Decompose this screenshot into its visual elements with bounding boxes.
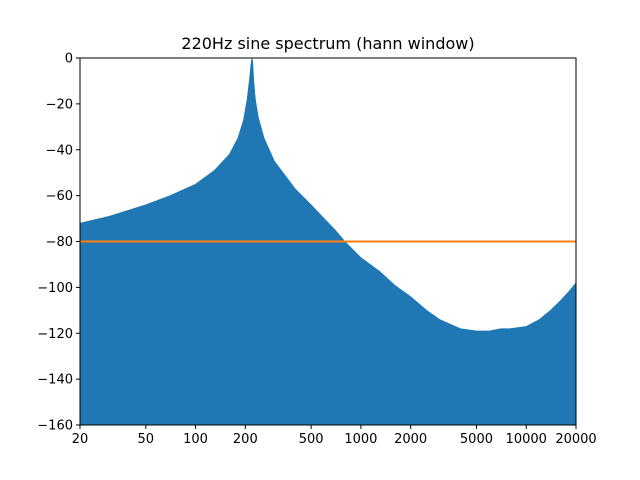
y-tick-label: −120 bbox=[37, 327, 73, 342]
y-tick-label: −100 bbox=[37, 281, 73, 296]
y-tick-label: −40 bbox=[46, 143, 73, 158]
x-tick-label: 20000 bbox=[555, 432, 596, 447]
x-tick-label: 5000 bbox=[460, 432, 493, 447]
x-tick-label: 1000 bbox=[344, 432, 377, 447]
y-axis: 0 −20 −40 −60 −80 −100 −120 −140 −160 bbox=[37, 52, 80, 434]
x-tick-label: 10000 bbox=[506, 432, 547, 447]
x-tick-label: 200 bbox=[233, 432, 258, 447]
y-tick-label: −80 bbox=[46, 235, 73, 250]
plot-area bbox=[80, 58, 576, 425]
y-tick-label: −20 bbox=[46, 97, 73, 112]
x-tick-label: 20 bbox=[72, 432, 89, 447]
x-tick-label: 2000 bbox=[394, 432, 427, 447]
x-tick-label: 500 bbox=[299, 432, 324, 447]
y-tick-label: 0 bbox=[65, 52, 73, 67]
y-tick-label: −60 bbox=[46, 189, 73, 204]
y-tick-label: −160 bbox=[37, 419, 73, 434]
x-axis: 20 50 100 200 500 1000 2000 5000 10000 20000 bbox=[72, 425, 597, 447]
x-tick-label: 50 bbox=[138, 432, 155, 447]
x-tick-label: 100 bbox=[183, 432, 208, 447]
y-tick-label: −140 bbox=[37, 373, 73, 388]
chart-title: 220Hz sine spectrum (hann window) bbox=[181, 34, 474, 53]
